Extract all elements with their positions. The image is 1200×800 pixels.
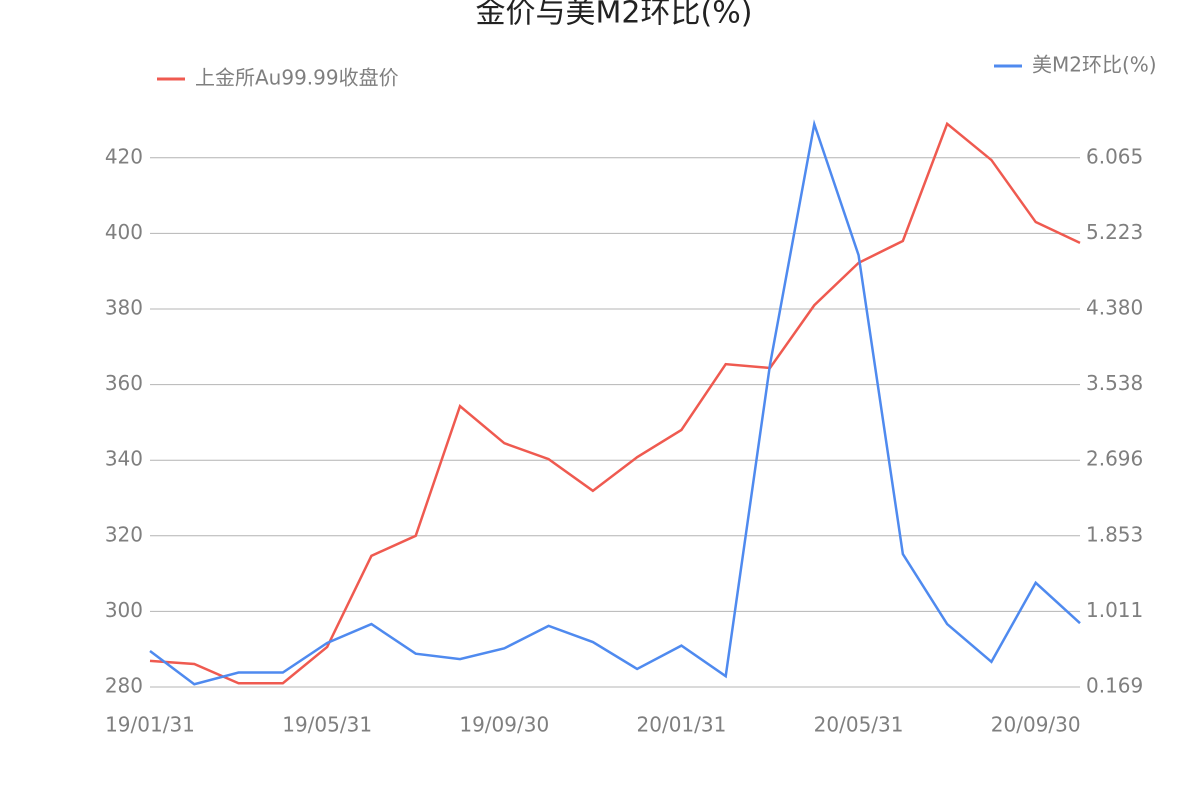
y2-tick-label: 1.011 (1086, 598, 1143, 622)
y-tick-label: 340 (105, 447, 143, 471)
x-tick-label: 20/01/31 (637, 713, 727, 737)
y-tick-label: 360 (105, 371, 143, 395)
x-tick-label: 19/05/31 (282, 713, 372, 737)
series-line (149, 119, 1081, 686)
x-tick-label: 20/09/30 (991, 713, 1081, 737)
y2-tick-label: 4.380 (1086, 296, 1143, 320)
chart-title: 金价与美M2环比(%) (476, 0, 753, 31)
y-tick-label: 320 (105, 522, 143, 546)
legend-label: 美M2环比(%) (1032, 53, 1157, 77)
y-tick-label: 300 (105, 598, 143, 622)
y2-tick-label: 6.065 (1086, 144, 1143, 168)
x-tick-label: 19/01/31 (105, 713, 195, 737)
y-tick-label: 280 (105, 674, 143, 698)
y2-tick-label: 5.223 (1086, 220, 1143, 244)
series-line (149, 121, 1081, 685)
y2-tick-label: 2.696 (1086, 447, 1143, 471)
y2-tick-label: 0.169 (1086, 674, 1143, 698)
x-tick-label: 20/05/31 (814, 713, 904, 737)
y2-tick-label: 1.853 (1086, 522, 1143, 546)
y-tick-label: 420 (105, 144, 143, 168)
x-tick-label: 19/09/30 (459, 713, 549, 737)
legend-label: 上金所Au99.99收盘价 (195, 66, 399, 90)
y-tick-label: 380 (105, 296, 143, 320)
y-tick-label: 400 (105, 220, 143, 244)
y2-tick-label: 3.538 (1086, 371, 1143, 395)
